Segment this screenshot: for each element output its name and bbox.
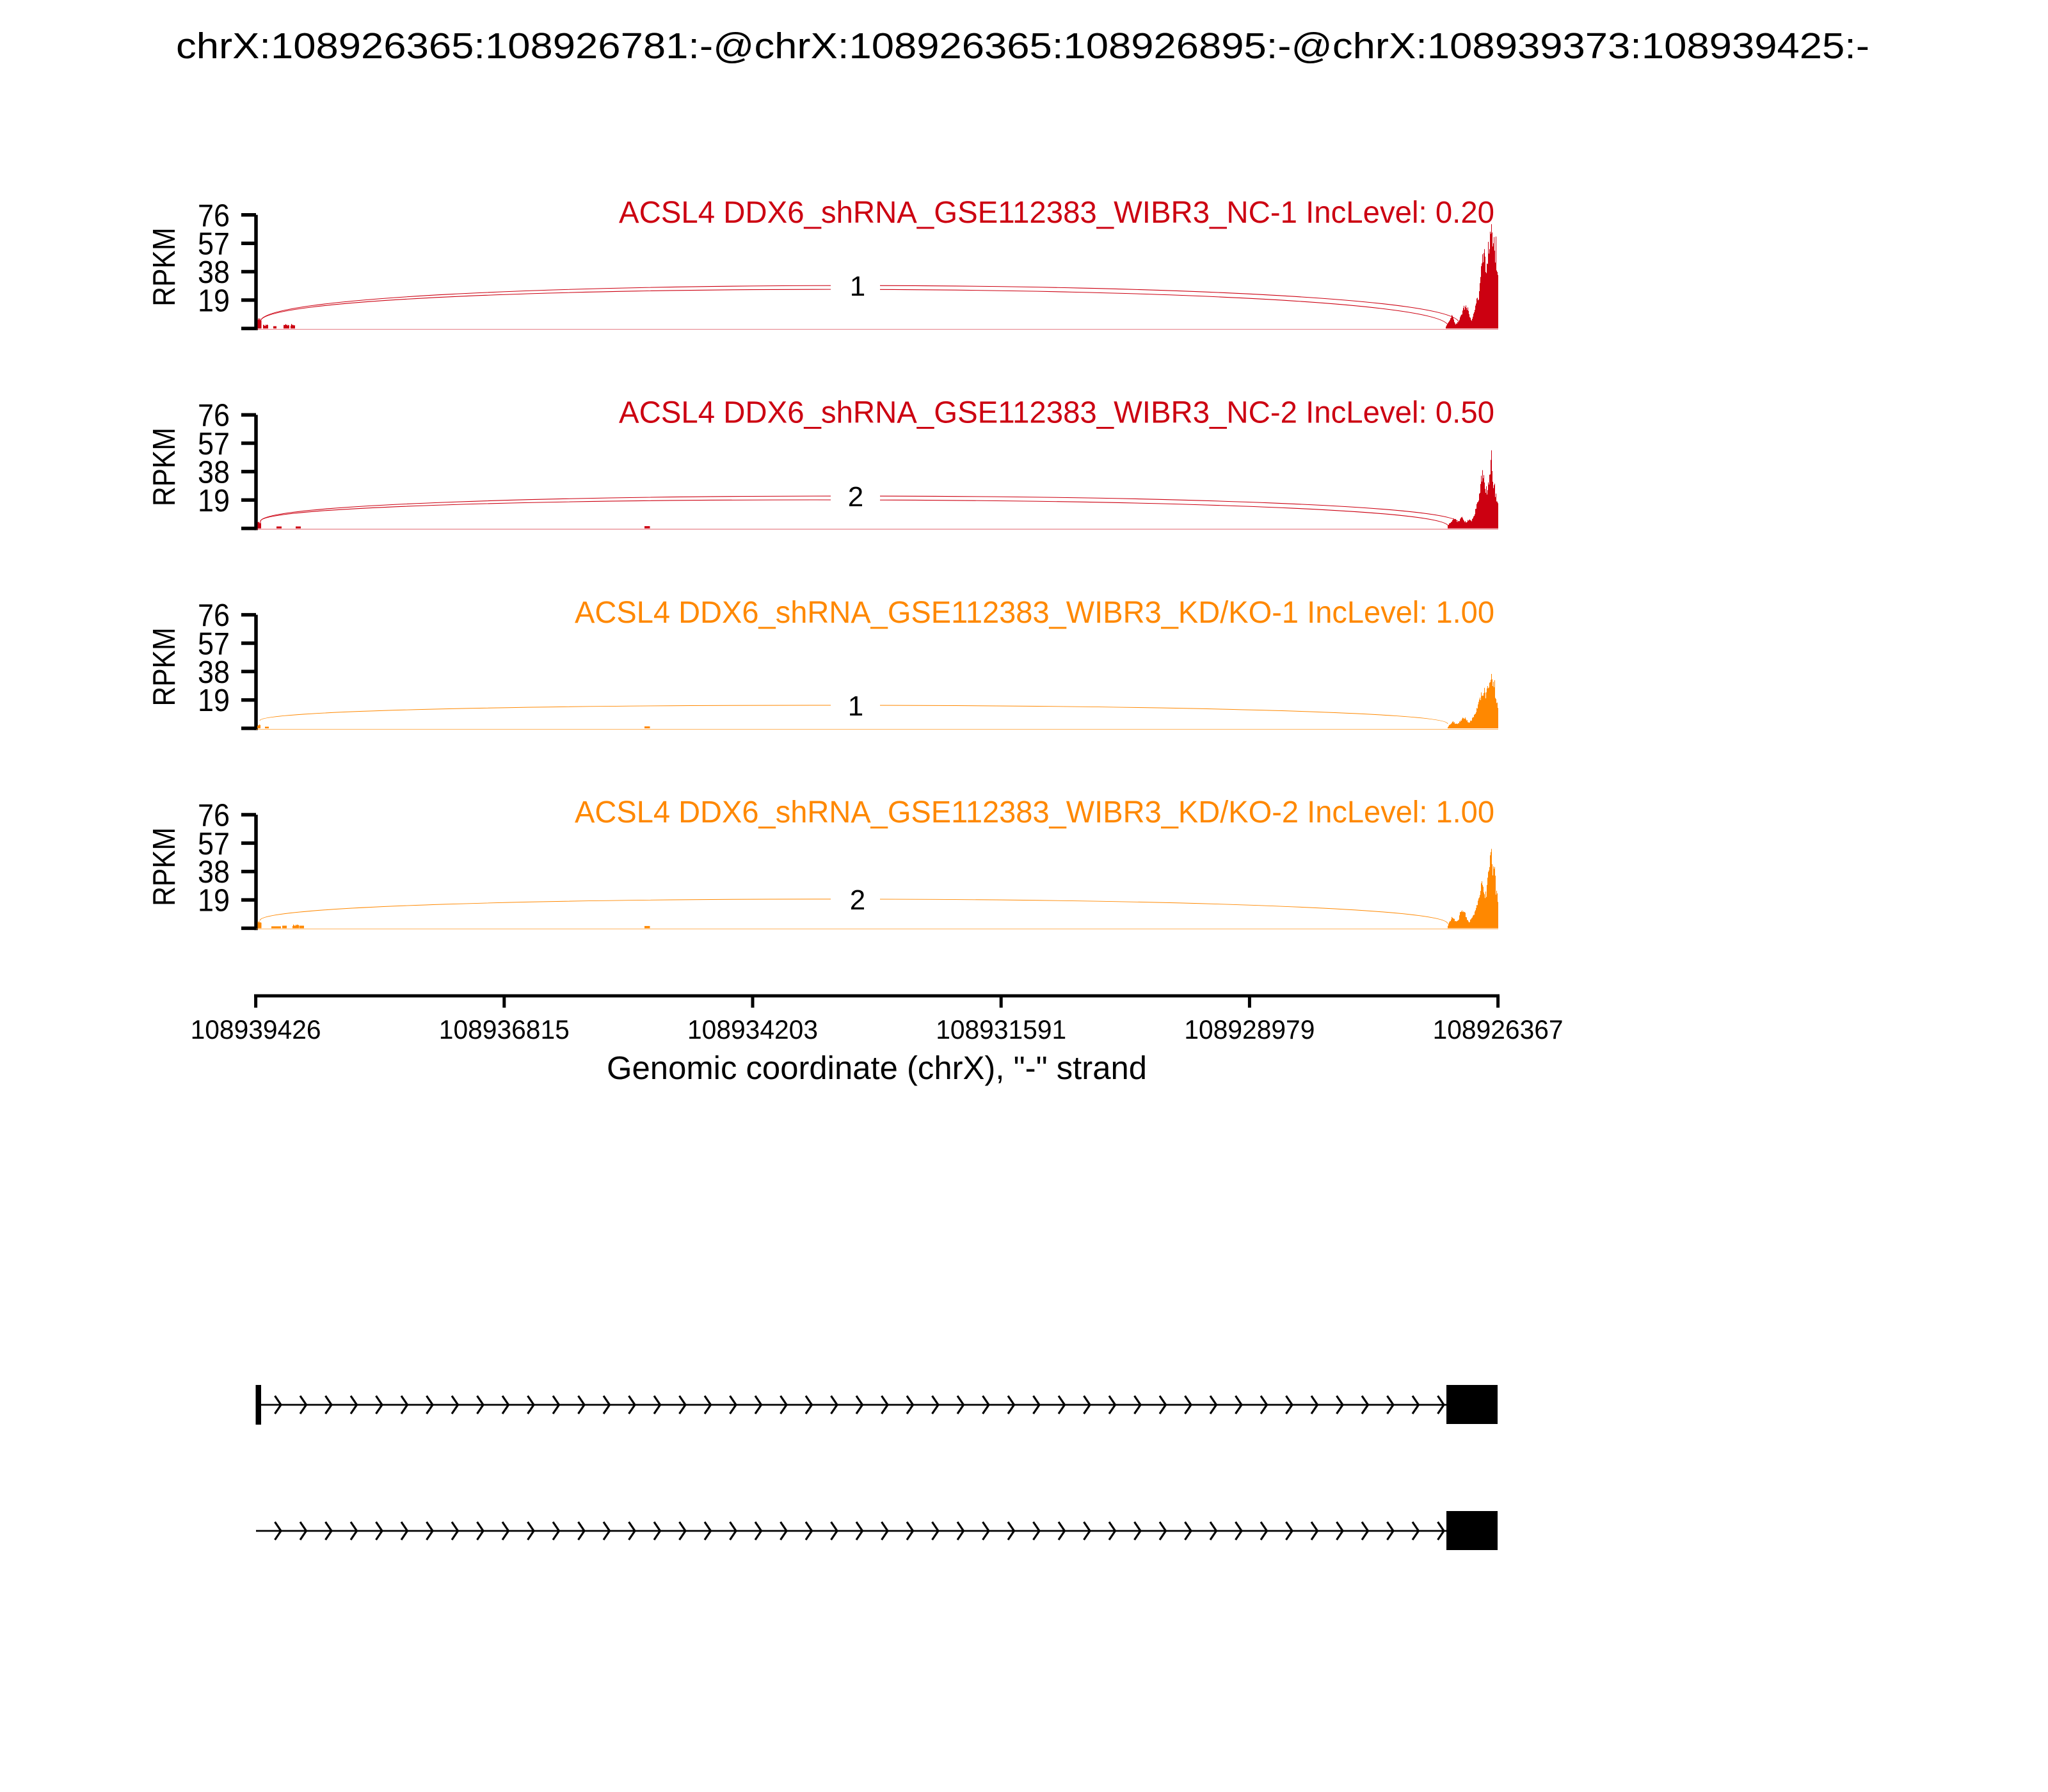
svg-text:108928979: 108928979: [1184, 1014, 1315, 1044]
svg-text:76: 76: [198, 198, 230, 233]
svg-text:RPKM: RPKM: [147, 828, 182, 906]
svg-text:RPKM: RPKM: [147, 628, 182, 707]
svg-text:57: 57: [198, 427, 230, 461]
svg-text:2: 2: [848, 481, 863, 513]
svg-text:38: 38: [198, 455, 230, 490]
svg-text:19: 19: [198, 684, 230, 718]
svg-text:ACSL4 DDX6_shRNA_GSE112383_WIB: ACSL4 DDX6_shRNA_GSE112383_WIBR3_KD/KO-2…: [575, 796, 1494, 829]
svg-text:76: 76: [198, 799, 230, 833]
svg-text:108934203: 108934203: [687, 1014, 818, 1044]
svg-text:ACSL4 DDX6_shRNA_GSE112383_WIB: ACSL4 DDX6_shRNA_GSE112383_WIBR3_NC-2 In…: [619, 396, 1494, 429]
svg-text:76: 76: [198, 598, 230, 633]
svg-text:19: 19: [198, 484, 230, 518]
svg-text:1: 1: [850, 271, 865, 302]
svg-text:108939426: 108939426: [191, 1014, 321, 1044]
svg-text:19: 19: [198, 284, 230, 318]
svg-text:38: 38: [198, 255, 230, 290]
svg-text:38: 38: [198, 855, 230, 890]
svg-text:57: 57: [198, 827, 230, 861]
svg-text:108931591: 108931591: [936, 1014, 1066, 1044]
svg-text:ACSL4 DDX6_shRNA_GSE112383_WIB: ACSL4 DDX6_shRNA_GSE112383_WIBR3_KD/KO-1…: [575, 596, 1494, 630]
svg-text:76: 76: [198, 399, 230, 433]
svg-text:38: 38: [198, 655, 230, 690]
svg-text:ACSL4 DDX6_shRNA_GSE112383_WIB: ACSL4 DDX6_shRNA_GSE112383_WIBR3_NC-1 In…: [619, 196, 1494, 230]
svg-text:19: 19: [198, 884, 230, 918]
svg-text:57: 57: [198, 227, 230, 262]
svg-text:2: 2: [850, 884, 865, 916]
svg-text:RPKM: RPKM: [147, 228, 182, 307]
svg-text:RPKM: RPKM: [147, 428, 182, 506]
svg-text:108936815: 108936815: [439, 1014, 570, 1044]
svg-text:108926367: 108926367: [1433, 1014, 1564, 1044]
svg-text:Genomic coordinate (chrX), "-": Genomic coordinate (chrX), "-" strand: [607, 1050, 1147, 1086]
svg-text:1: 1: [848, 691, 863, 722]
svg-text:57: 57: [198, 627, 230, 662]
svg-text:chrX:108926365:108926781:-@chr: chrX:108926365:108926781:-@chrX:10892636…: [176, 26, 1869, 67]
